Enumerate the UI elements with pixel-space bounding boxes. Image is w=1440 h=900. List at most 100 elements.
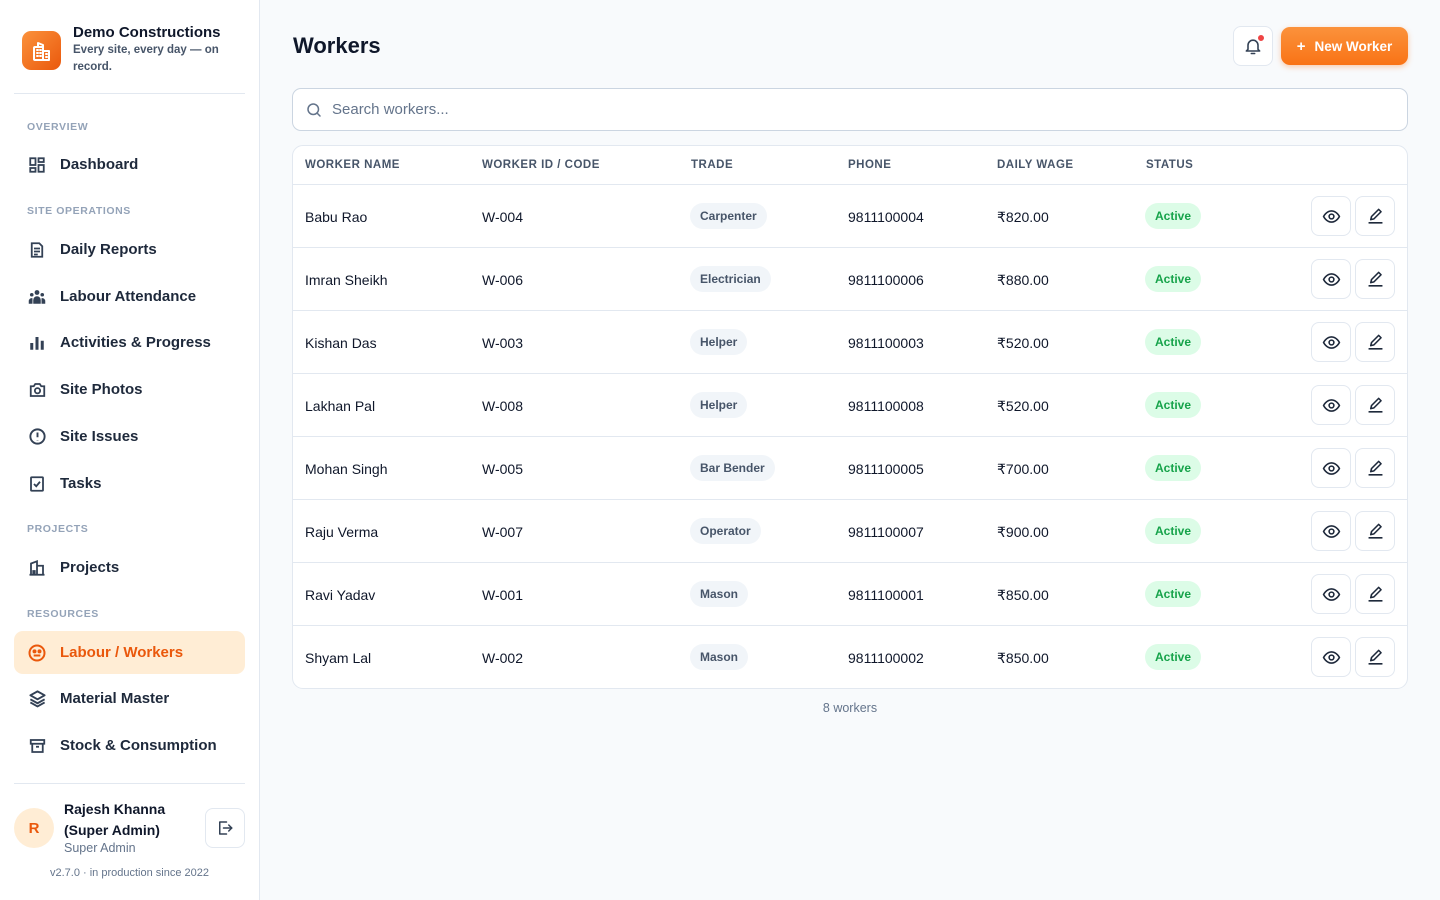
edit-button[interactable] [1355,196,1395,236]
worker-name: Imran Sheikh [305,272,388,288]
column-header-trade[interactable]: TRADE [691,159,734,171]
worker-phone: 9811100006 [848,272,924,288]
worker-wage: ₹520.00 [997,398,1049,414]
sidebar-item-dashboard[interactable]: Dashboard [14,143,245,186]
column-header-status[interactable]: STATUS [1146,159,1194,171]
worker-name: Mohan Singh [305,461,388,477]
avatar[interactable]: R [14,808,54,848]
worker-wage: ₹700.00 [997,461,1049,477]
brand: Demo Constructions Every site, every day… [22,24,248,80]
page-title: Workers [293,33,381,58]
pencil-icon [1366,585,1385,604]
trade-badge: Operator [690,518,761,544]
archive-icon [27,736,47,756]
bar-chart-icon [27,333,47,353]
divider [14,93,245,94]
column-header-worker-name[interactable]: WORKER NAME [305,159,400,171]
trade-badge: Helper [690,392,748,418]
eye-icon [1322,396,1341,415]
table-row[interactable]: Mohan Singh W-005 Bar Bender 9811100005 ₹700… [293,437,1407,500]
sidebar-item-label: Material Master [60,690,170,707]
table-row[interactable]: Ravi Yadav W-001 Mason 9811100001 ₹850.00 Act… [293,563,1407,626]
sidebar-item-label: Projects [60,559,120,576]
user-name: Rajesh Khanna (Super Admin) [64,801,166,838]
worker-phone: 9811100005 [848,461,924,477]
worker-code: W-003 [482,335,523,351]
eye-icon [1322,459,1341,478]
plus-icon: + [1296,37,1306,55]
status-badge: Active [1145,392,1202,418]
worker-wage: ₹850.00 [997,650,1049,666]
column-header-worker-id[interactable]: WORKER ID / CODE [482,159,600,171]
view-button[interactable] [1311,385,1351,425]
worker-wage: ₹520.00 [997,335,1049,351]
notification-dot [1257,34,1265,42]
worker-phone: 9811100008 [848,398,924,414]
users-icon [27,287,47,307]
table-row[interactable]: Babu Rao W-004 Carpenter 9811100004 ₹820.00 A… [293,185,1407,248]
sidebar-item-label: Labour / Workers [60,644,184,661]
camera-icon [27,380,47,400]
sidebar-item-labour-attendance[interactable]: Labour Attendance [14,275,245,318]
logout-button[interactable] [205,808,245,848]
table-row[interactable]: Kishan Das W-003 Helper 9811100003 ₹520.00 Ac… [293,311,1407,374]
alert-circle-icon [27,427,47,447]
edit-button[interactable] [1355,637,1395,677]
view-button[interactable] [1311,574,1351,614]
report-icon [27,240,47,260]
table-row[interactable]: Lakhan Pal W-008 Helper 9811100008 ₹520.00 Ac… [293,374,1407,437]
edit-button[interactable] [1355,511,1395,551]
edit-button[interactable] [1355,385,1395,425]
sidebar-item-material-master[interactable]: Material Master [14,677,245,720]
status-badge: Active [1145,644,1202,670]
section-label-overview: OVERVIEW [27,121,89,133]
view-button[interactable] [1311,322,1351,362]
search-input[interactable] [332,101,1332,118]
column-header-daily-wage[interactable]: DAILY WAGE [997,159,1074,171]
sidebar-item-activities-progress[interactable]: Activities & Progress [14,321,245,364]
status-badge: Active [1145,455,1202,481]
table-row[interactable]: Raju Verma W-007 Operator 9811100007 ₹900.00… [293,500,1407,563]
sidebar-item-label: Site Issues [60,428,139,445]
worker-wage: ₹900.00 [997,524,1049,540]
sidebar-item-site-photos[interactable]: Site Photos [14,368,245,411]
view-button[interactable] [1311,448,1351,488]
eye-icon [1322,585,1341,604]
edit-button[interactable] [1355,259,1395,299]
sidebar-item-site-issues[interactable]: Site Issues [14,415,245,458]
sidebar-item-tasks[interactable]: Tasks [14,462,245,505]
sidebar-item-projects[interactable]: Projects [14,546,245,589]
sidebar-item-labour-workers[interactable]: Labour / Workers [14,631,245,674]
section-label-projects: PROJECTS [27,523,89,535]
edit-button[interactable] [1355,448,1395,488]
building-logo-icon [22,31,61,70]
new-worker-button[interactable]: + New Worker [1281,27,1408,65]
view-button[interactable] [1311,259,1351,299]
view-button[interactable] [1311,637,1351,677]
dashboard-icon [27,155,47,175]
eye-icon [1322,333,1341,352]
trade-badge: Bar Bender [690,455,775,481]
sidebar-item-daily-reports[interactable]: Daily Reports [14,228,245,271]
divider [14,783,245,784]
section-label-resources: RESOURCES [27,608,99,620]
pencil-icon [1366,270,1385,289]
view-button[interactable] [1311,196,1351,236]
status-badge: Active [1145,581,1202,607]
worker-name: Raju Verma [305,524,379,540]
view-button[interactable] [1311,511,1351,551]
notifications-button[interactable] [1233,26,1273,66]
worker-count: 8 workers [822,701,878,715]
worker-code: W-002 [482,650,523,666]
pencil-icon [1366,396,1385,415]
worker-code: W-008 [482,398,523,414]
edit-button[interactable] [1355,574,1395,614]
table-row[interactable]: Shyam Lal W-002 Mason 9811100002 ₹850.00 Acti… [293,626,1407,688]
table-row[interactable]: Imran Sheikh W-006 Electrician 9811100006 ₹8… [293,248,1407,311]
worker-name: Shyam Lal [305,650,372,666]
sidebar-item-stock-consumption[interactable]: Stock & Consumption [14,724,245,767]
column-header-phone[interactable]: PHONE [848,159,892,171]
worker-name: Kishan Das [305,335,377,351]
worker-phone: 9811100004 [848,209,924,225]
edit-button[interactable] [1355,322,1395,362]
